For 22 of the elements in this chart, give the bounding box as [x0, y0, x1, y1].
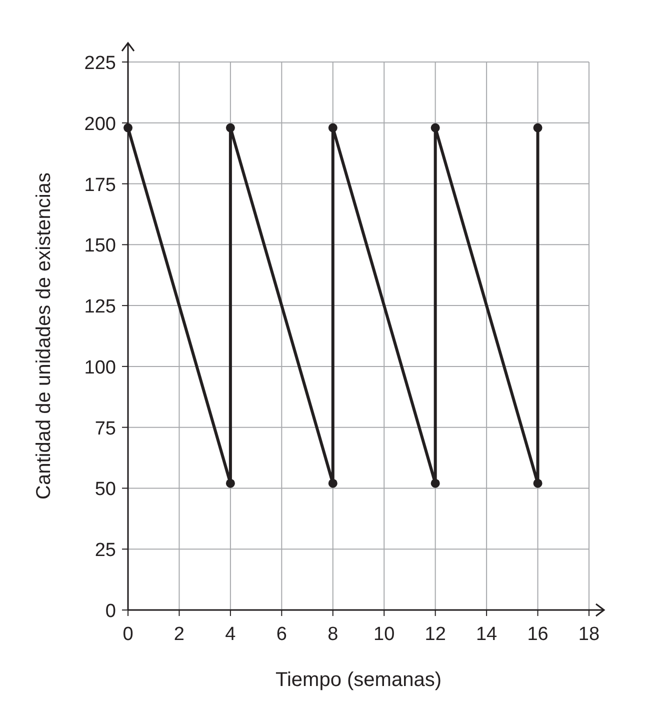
y-tick-label: 0	[105, 601, 116, 622]
x-tick-label: 14	[476, 624, 498, 645]
x-tick-label: 16	[527, 624, 548, 645]
y-tick-label: 75	[94, 418, 116, 440]
x-tick-label: 4	[225, 624, 236, 645]
y-tick-label: 175	[84, 174, 116, 196]
y-tick-label: 100	[84, 357, 116, 378]
y-tick-label: 150	[84, 236, 116, 257]
x-axis-title: Tiempo (semanas)	[276, 669, 442, 691]
y-tick-label: 125	[84, 296, 116, 318]
x-tick-label: 0	[122, 624, 134, 645]
x-tick-label: 12	[424, 624, 446, 645]
x-tick-label: 10	[374, 624, 395, 645]
x-tick-label: 18	[578, 624, 600, 645]
x-tick-label: 6	[276, 624, 287, 645]
y-tick-label: 200	[84, 114, 116, 135]
y-tick-label: 50	[94, 479, 116, 500]
x-tick-label: 2	[174, 624, 185, 645]
y-axis-title: Cantidad de unidades de existencias	[33, 172, 55, 500]
y-tick-label: 25	[94, 540, 116, 562]
x-tick-label: 8	[328, 624, 338, 645]
y-tick-label: 225	[84, 53, 116, 74]
